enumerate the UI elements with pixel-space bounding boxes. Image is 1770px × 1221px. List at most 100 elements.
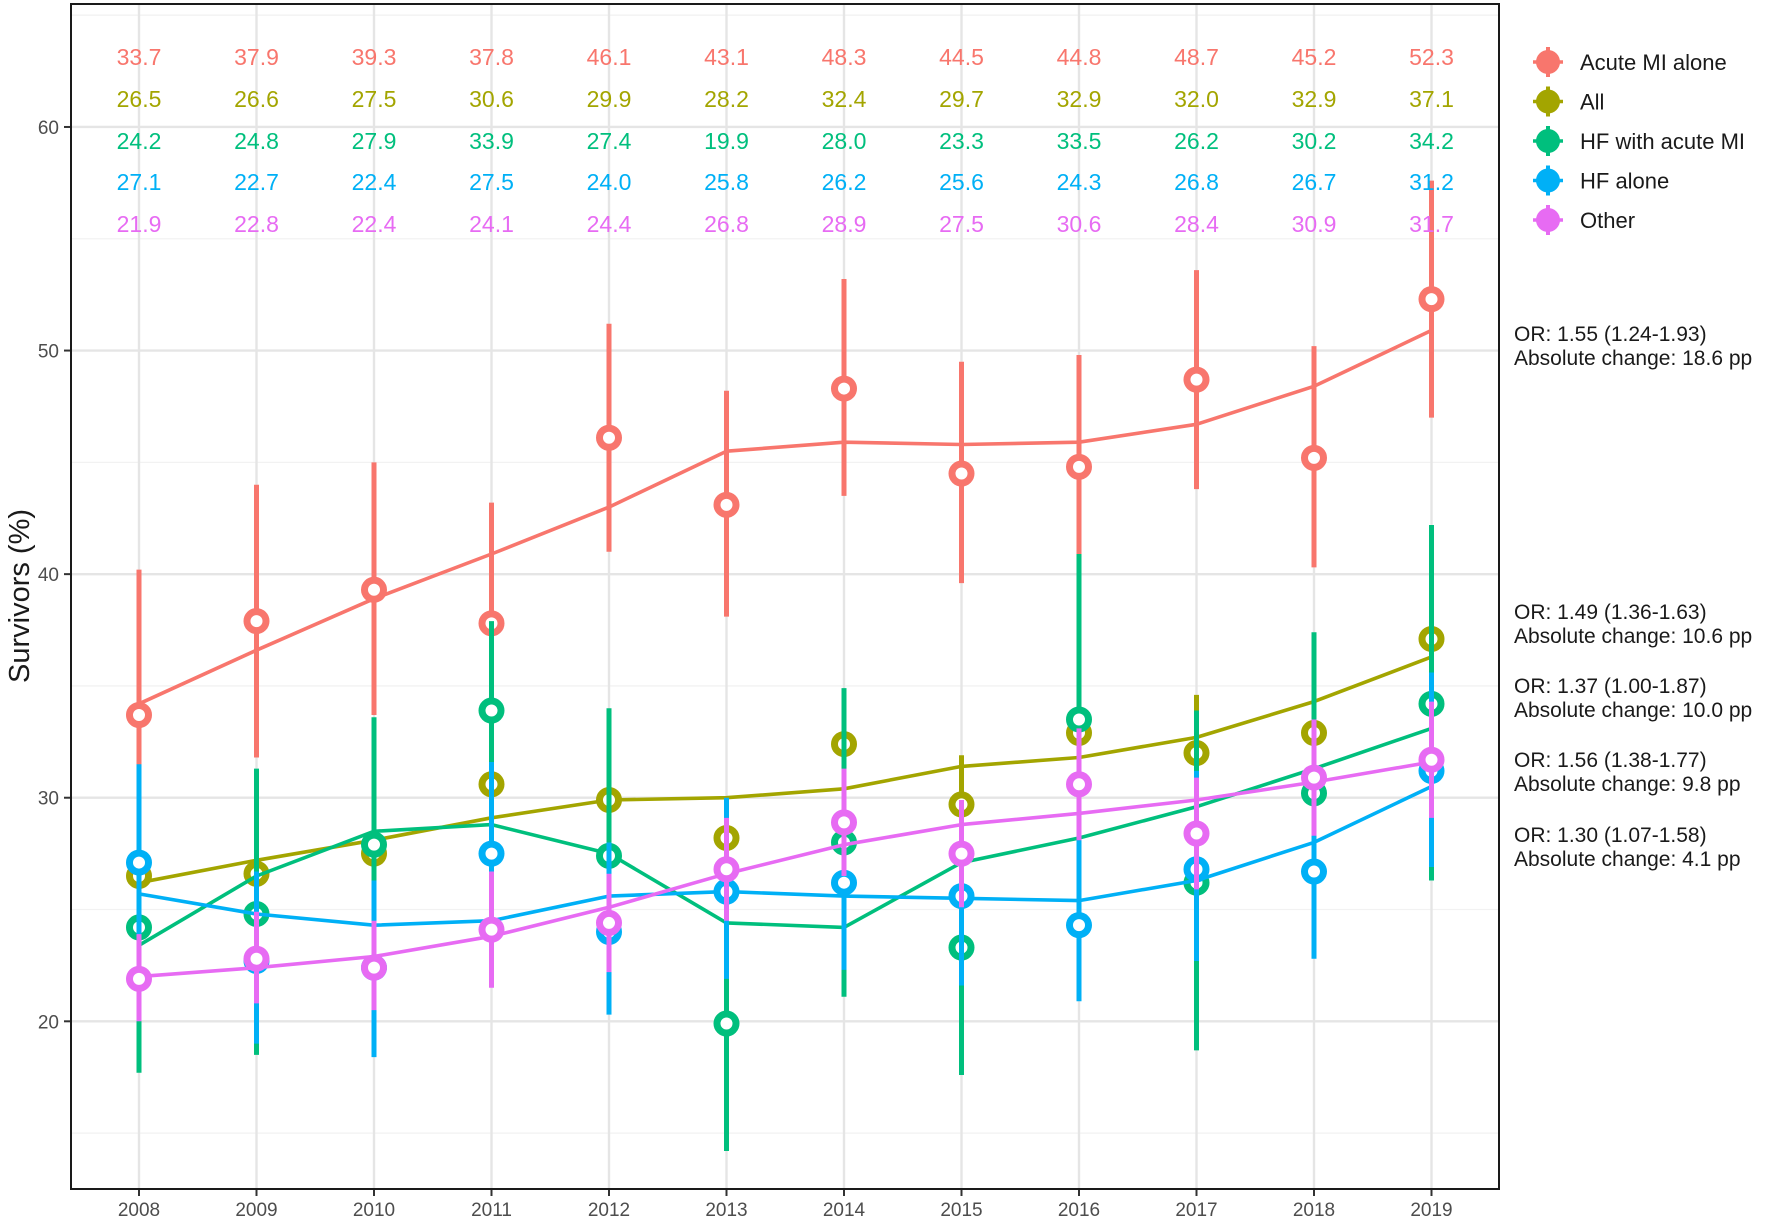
y-axis: 20 30 40 50 60 bbox=[38, 118, 71, 1033]
legend-item: Other bbox=[1533, 205, 1635, 235]
value-label: 26.8 bbox=[704, 211, 749, 237]
value-label: 26.2 bbox=[1174, 128, 1219, 154]
absolute-change-text: Absolute change: 10.0 pp bbox=[1514, 699, 1752, 722]
value-label: 43.1 bbox=[704, 44, 749, 70]
value-label: 27.5 bbox=[352, 86, 397, 112]
value-label: 26.7 bbox=[1292, 169, 1337, 195]
y-tick-label: 40 bbox=[38, 565, 59, 586]
value-label: 27.5 bbox=[469, 169, 514, 195]
series-marks bbox=[126, 180, 1445, 1151]
data-point bbox=[1418, 746, 1445, 773]
data-point bbox=[478, 916, 505, 943]
value-label: 22.4 bbox=[352, 169, 397, 195]
x-axis: 2008 2009 2010 2011 2012 2013 2014 2015 2016 2017… bbox=[118, 1189, 1453, 1221]
value-label: 48.7 bbox=[1174, 44, 1219, 70]
value-label: 28.9 bbox=[822, 211, 867, 237]
or-annotation: OR: 1.30 (1.07-1.58)Absolute change: 4.1… bbox=[1514, 824, 1741, 871]
value-label: 31.7 bbox=[1409, 211, 1454, 237]
legend-key-point bbox=[1536, 89, 1560, 114]
absolute-change-text: Absolute change: 4.1 pp bbox=[1514, 848, 1741, 871]
legend-label: HF with acute MI bbox=[1580, 129, 1745, 154]
data-point bbox=[1183, 820, 1210, 847]
value-label: 37.1 bbox=[1409, 86, 1454, 112]
data-point bbox=[361, 954, 387, 981]
value-label: 28.2 bbox=[704, 86, 749, 112]
value-label: 24.4 bbox=[587, 211, 632, 237]
data-point bbox=[126, 965, 152, 992]
x-tick-label: 2009 bbox=[235, 1200, 277, 1221]
data-point bbox=[1301, 858, 1327, 885]
x-tick-label: 2016 bbox=[1058, 1200, 1100, 1221]
value-label: 25.8 bbox=[704, 169, 749, 195]
data-point bbox=[1066, 912, 1092, 939]
x-tick-label: 2008 bbox=[118, 1200, 160, 1221]
y-axis-title: Survivors (%) bbox=[4, 509, 36, 683]
or-annotation: OR: 1.55 (1.24-1.93)Absolute change: 18.… bbox=[1514, 323, 1752, 370]
value-label: 37.9 bbox=[234, 44, 279, 70]
legend-item: All bbox=[1533, 86, 1604, 117]
x-tick-label: 2012 bbox=[588, 1200, 630, 1221]
value-label: 31.2 bbox=[1409, 169, 1454, 195]
or-annotations: OR: 1.55 (1.24-1.93)Absolute change: 18.… bbox=[1514, 323, 1752, 871]
data-point bbox=[1066, 706, 1092, 733]
value-label: 32.9 bbox=[1292, 86, 1337, 112]
trend-line bbox=[138, 760, 1432, 979]
trend-line bbox=[138, 328, 1433, 706]
value-label: 46.1 bbox=[587, 44, 632, 70]
value-label: 30.6 bbox=[469, 86, 514, 112]
x-tick-label: 2015 bbox=[940, 1200, 982, 1221]
value-label: 32.9 bbox=[1057, 86, 1102, 112]
data-point bbox=[478, 840, 505, 867]
value-label: 44.5 bbox=[939, 44, 984, 70]
legend-key-point bbox=[1536, 208, 1560, 232]
value-label: 22.4 bbox=[352, 211, 397, 237]
value-label: 24.3 bbox=[1057, 169, 1102, 195]
or-text: OR: 1.55 (1.24-1.93) bbox=[1514, 323, 1707, 346]
y-tick-label: 30 bbox=[38, 789, 59, 810]
x-tick-label: 2017 bbox=[1175, 1200, 1217, 1221]
value-label: 52.3 bbox=[1409, 44, 1454, 70]
data-point bbox=[1301, 444, 1327, 471]
legend-label: Other bbox=[1580, 208, 1635, 233]
value-label: 29.7 bbox=[939, 86, 984, 112]
or-text: OR: 1.49 (1.36-1.63) bbox=[1514, 601, 1707, 624]
data-point bbox=[596, 424, 622, 451]
value-label: 22.7 bbox=[234, 169, 279, 195]
data-point bbox=[1066, 453, 1092, 480]
or-text: OR: 1.30 (1.07-1.58) bbox=[1514, 824, 1707, 847]
legend-key-point bbox=[1536, 129, 1560, 153]
data-point bbox=[126, 849, 152, 876]
data-point bbox=[831, 809, 857, 836]
value-label: 37.8 bbox=[469, 44, 514, 70]
value-label: 33.9 bbox=[469, 128, 514, 154]
data-point bbox=[948, 840, 975, 867]
value-label: 48.3 bbox=[822, 44, 867, 70]
value-label: 25.6 bbox=[939, 169, 984, 195]
y-tick-label: 20 bbox=[38, 1012, 59, 1033]
or-text: OR: 1.56 (1.38-1.77) bbox=[1514, 749, 1707, 772]
value-label: 44.8 bbox=[1057, 44, 1102, 70]
value-label: 34.2 bbox=[1409, 128, 1454, 154]
legend-item: HF with acute MI bbox=[1533, 126, 1745, 156]
value-label: 30.2 bbox=[1292, 128, 1337, 154]
legend-label: Acute MI alone bbox=[1580, 50, 1727, 75]
trend-line bbox=[138, 784, 1433, 928]
value-label: 32.4 bbox=[822, 86, 867, 112]
x-tick-label: 2011 bbox=[471, 1200, 512, 1221]
value-label: 26.2 bbox=[822, 169, 867, 195]
value-label: 33.5 bbox=[1057, 128, 1102, 154]
value-label: 29.9 bbox=[587, 86, 632, 112]
value-label: 19.9 bbox=[704, 128, 749, 154]
y-tick-label: 50 bbox=[38, 342, 59, 363]
value-label: 27.4 bbox=[587, 128, 632, 154]
legend-item: HF alone bbox=[1533, 165, 1669, 196]
or-annotation: OR: 1.37 (1.00-1.87)Absolute change: 10.… bbox=[1514, 675, 1752, 722]
or-annotation: OR: 1.49 (1.36-1.63)Absolute change: 10.… bbox=[1514, 601, 1752, 648]
x-tick-label: 2019 bbox=[1410, 1200, 1452, 1221]
legend-key-point bbox=[1536, 50, 1560, 74]
value-label: 45.2 bbox=[1292, 44, 1337, 70]
legend-key-point bbox=[1536, 168, 1560, 193]
x-tick-label: 2018 bbox=[1293, 1200, 1335, 1221]
value-label: 24.1 bbox=[469, 211, 514, 237]
